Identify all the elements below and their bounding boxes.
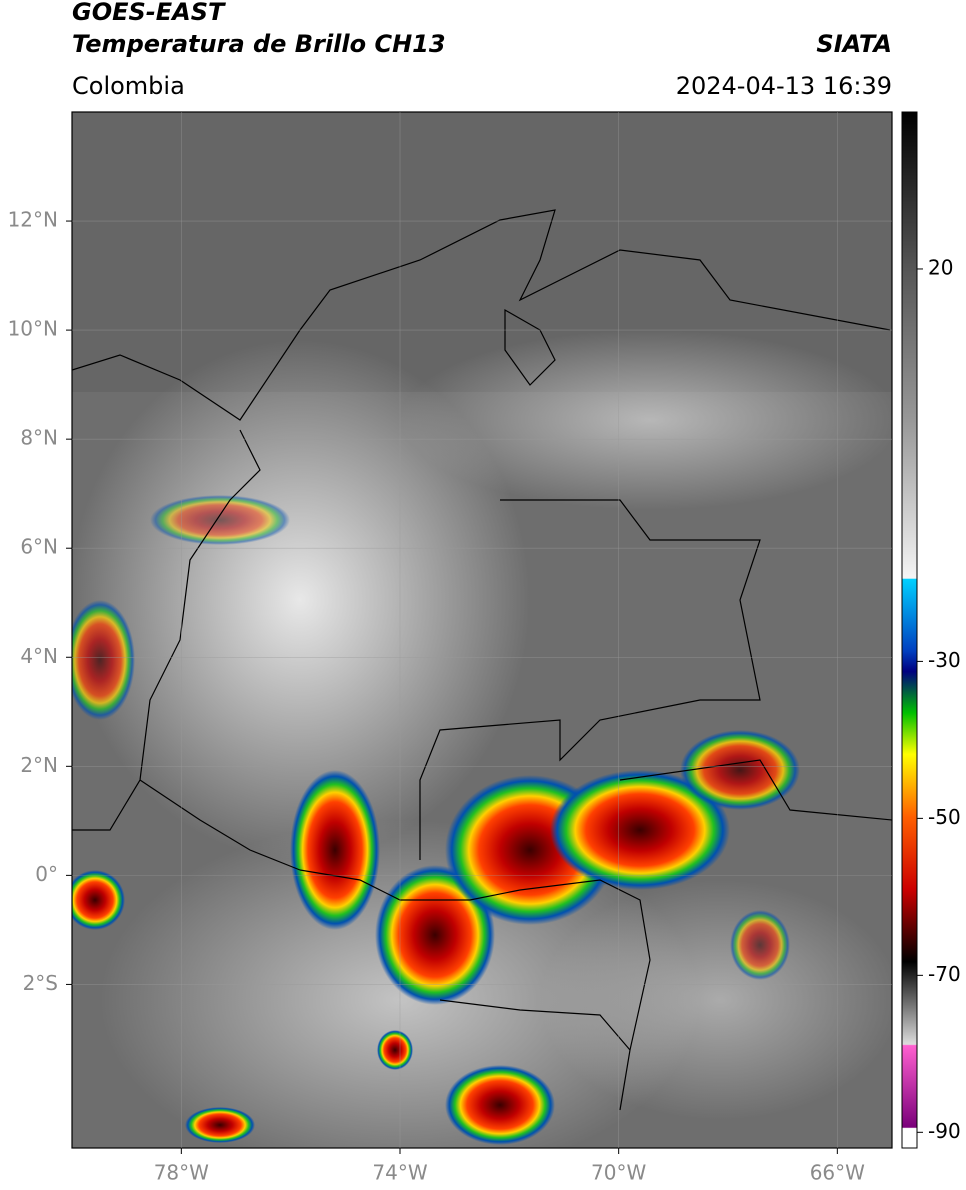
y-tick-label: 12°N (8, 208, 58, 232)
y-tick-label: 2°S (23, 971, 58, 995)
datetime: 2024-04-13 16:39 (676, 72, 892, 100)
x-tick-label: 70°W (591, 1161, 646, 1185)
x-tick-label: 74°W (372, 1161, 427, 1185)
colorbar (901, 111, 918, 1149)
x-tick-label: 66°W (810, 1161, 865, 1185)
y-tick-label: 8°N (20, 426, 58, 450)
source: SIATA (816, 30, 892, 58)
map-frame (71, 111, 893, 1149)
colorbar-tick-label: -30 (928, 648, 961, 672)
y-tick-label: 4°N (20, 644, 58, 668)
product: Temperatura de Brillo CH13 (72, 30, 446, 58)
y-tick-label: 2°N (20, 753, 58, 777)
colorbar-tick-label: 20 (928, 255, 953, 279)
colorbar-tick-label: -50 (928, 805, 961, 829)
colorbar-tick-label: -90 (928, 1119, 961, 1143)
y-tick-label: 6°N (20, 535, 58, 559)
y-tick-label: 0° (35, 862, 58, 886)
satellite: GOES-EAST (72, 0, 226, 26)
x-tick-label: 78°W (154, 1161, 209, 1185)
region: Colombia (72, 72, 185, 100)
satellite-image (72, 112, 892, 1148)
y-tick-label: 10°N (8, 317, 58, 341)
colorbar-tick-label: -70 (928, 962, 961, 986)
